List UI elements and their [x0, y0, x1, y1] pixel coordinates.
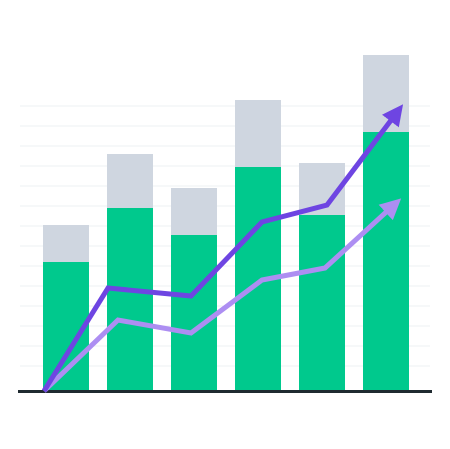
bar-segment	[171, 235, 217, 391]
bar-segment	[107, 154, 153, 208]
trend-line	[42, 198, 402, 393]
trend-line	[41, 104, 404, 393]
trend-lines	[41, 104, 404, 393]
bar-segment	[363, 55, 409, 132]
bar-segment	[235, 100, 281, 167]
bar-segment	[171, 188, 217, 235]
bars	[43, 55, 409, 391]
bar-segment	[43, 225, 89, 262]
bar-segment	[299, 215, 345, 391]
bar-segment	[363, 132, 409, 391]
bar-segment	[107, 208, 153, 391]
